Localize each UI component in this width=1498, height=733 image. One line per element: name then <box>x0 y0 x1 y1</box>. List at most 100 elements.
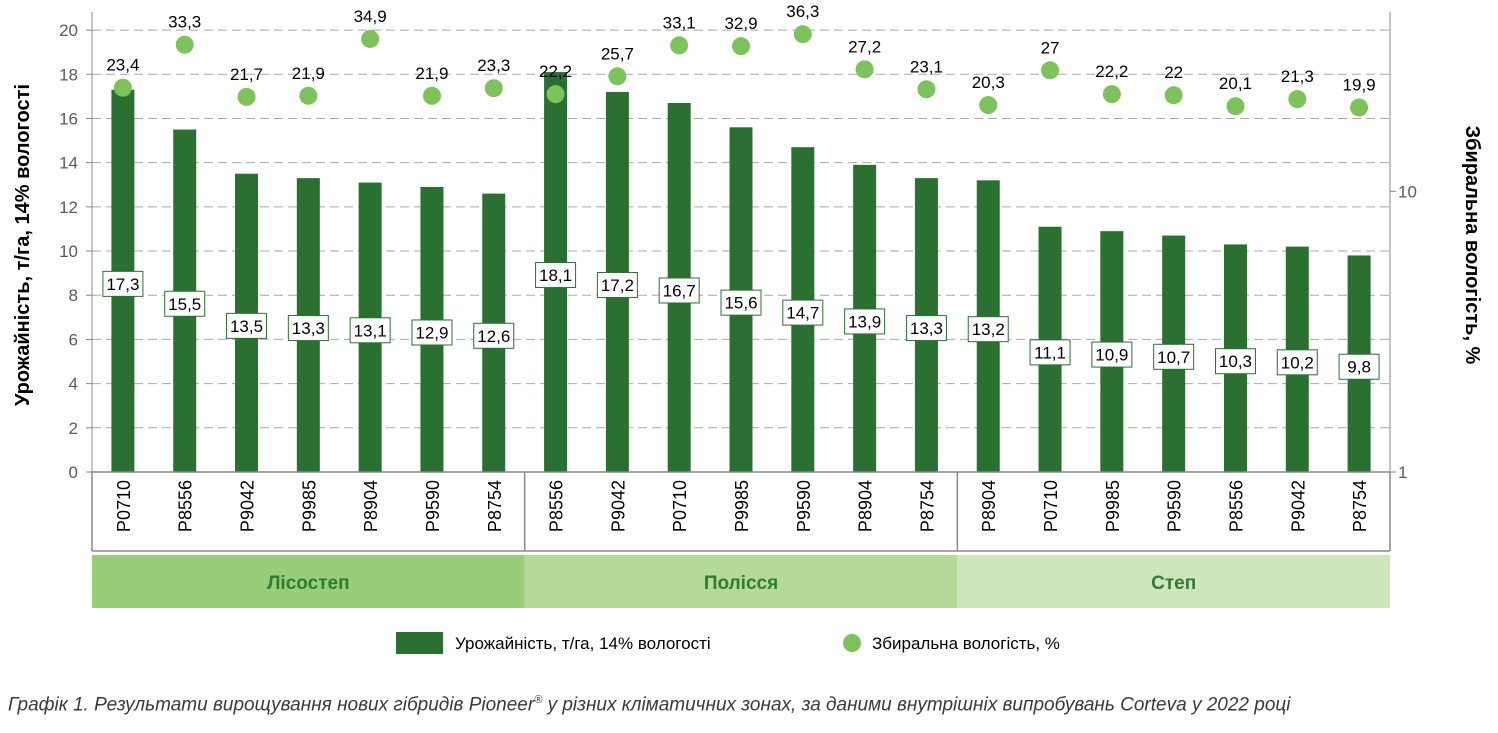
moisture-value-label: 23,1 <box>910 57 943 76</box>
moisture-value-label: 27,2 <box>848 37 881 56</box>
bar-value-label: 13,5 <box>226 312 268 339</box>
category-label: P9042 <box>608 480 628 532</box>
bar-value-box <box>1338 353 1380 380</box>
bar-value-label: 13,2 <box>967 316 1009 343</box>
moisture-dot <box>361 29 380 48</box>
category-label: P9985 <box>1103 480 1123 532</box>
category-label: P8556 <box>1226 480 1246 532</box>
moisture-dot <box>1102 85 1121 104</box>
moisture-value-label: 36,3 <box>786 2 819 21</box>
moisture-value-label: 34,9 <box>354 7 387 26</box>
moisture-dot <box>1226 97 1245 116</box>
bar-value-box <box>411 319 453 346</box>
moisture-dot <box>546 85 565 104</box>
bar-value-box <box>535 262 577 289</box>
caption-text-continued: у різних кліматичних зонах, за даними вн… <box>542 694 1291 716</box>
right-tick-label: 10 <box>1398 182 1417 201</box>
category-label: P8754 <box>917 480 937 532</box>
category-label: P8904 <box>979 480 999 532</box>
category-label: P0710 <box>114 480 134 532</box>
category-label: P9590 <box>423 480 443 532</box>
category-label: P9590 <box>1165 480 1185 532</box>
moisture-value-label: 23,3 <box>477 56 510 75</box>
zone-band <box>957 555 1390 608</box>
left-y-axis: 0 2 4 6 8 10 12 14 16 18 20 <box>59 12 93 482</box>
moisture-dot <box>113 78 132 97</box>
left-tick-label: 10 <box>59 242 78 261</box>
moisture-value-label: 19,9 <box>1343 75 1376 94</box>
caption-registered-mark: ® <box>534 694 543 706</box>
bar-value-label: 15,5 <box>164 290 206 317</box>
category-label: P8556 <box>547 480 567 532</box>
moisture-value-label: 21,7 <box>230 65 263 84</box>
left-tick-label: 8 <box>69 286 78 305</box>
left-tick-label: 12 <box>59 198 78 217</box>
bar-value-box <box>782 299 824 326</box>
moisture-dot <box>793 25 812 44</box>
moisture-value-label: 21,3 <box>1281 67 1314 86</box>
bar-value-label: 13,9 <box>844 308 886 335</box>
legend-yield-label: Урожайність, т/га, 14% вологості <box>455 634 711 653</box>
category-label: P8754 <box>485 480 505 532</box>
category-label: P8904 <box>856 480 876 532</box>
legend-moisture-label: Збиральна вологість, % <box>872 634 1060 653</box>
bar-value-text: 16,7 <box>663 282 696 301</box>
bar-value-text: 13,5 <box>230 317 263 336</box>
legend: Урожайність, т/га, 14% вологості Збираль… <box>396 632 1060 654</box>
bar-value-box <box>1276 349 1318 376</box>
bar-value-label: 11,1 <box>1029 339 1071 366</box>
bar-value-text: 17,2 <box>601 276 634 295</box>
chart: 0 2 4 6 8 10 12 14 16 18 20 1 10 17,3 15,5 13,5 13,3 13… <box>12 2 1483 654</box>
left-tick-label: 4 <box>69 375 78 394</box>
moisture-dot <box>1164 86 1183 105</box>
category-label: P9985 <box>732 480 752 532</box>
left-tick-label: 16 <box>59 109 78 128</box>
bar-value-text: 13,3 <box>910 319 943 338</box>
moisture-value-label: 25,7 <box>601 44 634 63</box>
bar-value-text: 10,9 <box>1095 346 1128 365</box>
bar-value-text: 15,5 <box>168 295 201 314</box>
moisture-dot <box>1288 90 1307 109</box>
bar-value-text: 10,3 <box>1219 352 1252 371</box>
bar-value-label: 10,2 <box>1276 349 1318 376</box>
moisture-value-label: 32,9 <box>724 14 757 33</box>
bar-value-label: 17,2 <box>596 271 638 298</box>
bar-value-box <box>1153 343 1195 370</box>
category-label: P0710 <box>670 480 690 532</box>
bar-value-box <box>226 312 268 339</box>
category-label: P8556 <box>176 480 196 532</box>
right-tick-label: 1 <box>1398 463 1407 482</box>
bar-value-label: 15,6 <box>720 289 762 316</box>
moisture-value-label: 21,9 <box>292 64 325 83</box>
category-label: P9042 <box>1288 480 1308 532</box>
moisture-value-label: 21,9 <box>415 64 448 83</box>
legend-bar-swatch <box>396 632 443 654</box>
moisture-dot <box>175 35 194 54</box>
moisture-dot <box>1041 61 1060 80</box>
moisture-dot <box>917 80 936 99</box>
bar-value-box <box>1029 339 1071 366</box>
bar-value-text: 13,2 <box>972 320 1005 339</box>
bar-value-text: 13,3 <box>292 319 325 338</box>
yield-bars: 17,3 15,5 13,5 13,3 13,1 12,9 12,6 18,1 17,2 16,7… <box>102 72 1380 473</box>
bar-value-text: 17,3 <box>106 275 139 294</box>
category-label: P9590 <box>794 480 814 532</box>
bar-value-label: 10,9 <box>1091 341 1133 368</box>
bar-value-box <box>720 289 762 316</box>
moisture-dot <box>855 60 874 79</box>
moisture-dot <box>1350 98 1369 117</box>
bar-value-label: 10,3 <box>1214 348 1256 375</box>
category-label: P9985 <box>299 480 319 532</box>
bar-value-text: 13,1 <box>354 321 387 340</box>
zone-label: Полісся <box>704 573 778 594</box>
bar-value-box <box>905 315 947 342</box>
bar-value-box <box>1214 348 1256 375</box>
moisture-dot <box>979 96 998 115</box>
left-tick-label: 20 <box>59 21 78 40</box>
zone-label: Лісостеп <box>267 573 349 594</box>
bar-value-text: 13,9 <box>848 312 881 331</box>
moisture-dot <box>670 36 689 55</box>
bar-value-label: 9,8 <box>1338 353 1380 380</box>
moisture-value-label: 33,3 <box>168 13 201 32</box>
left-tick-label: 0 <box>69 463 78 482</box>
